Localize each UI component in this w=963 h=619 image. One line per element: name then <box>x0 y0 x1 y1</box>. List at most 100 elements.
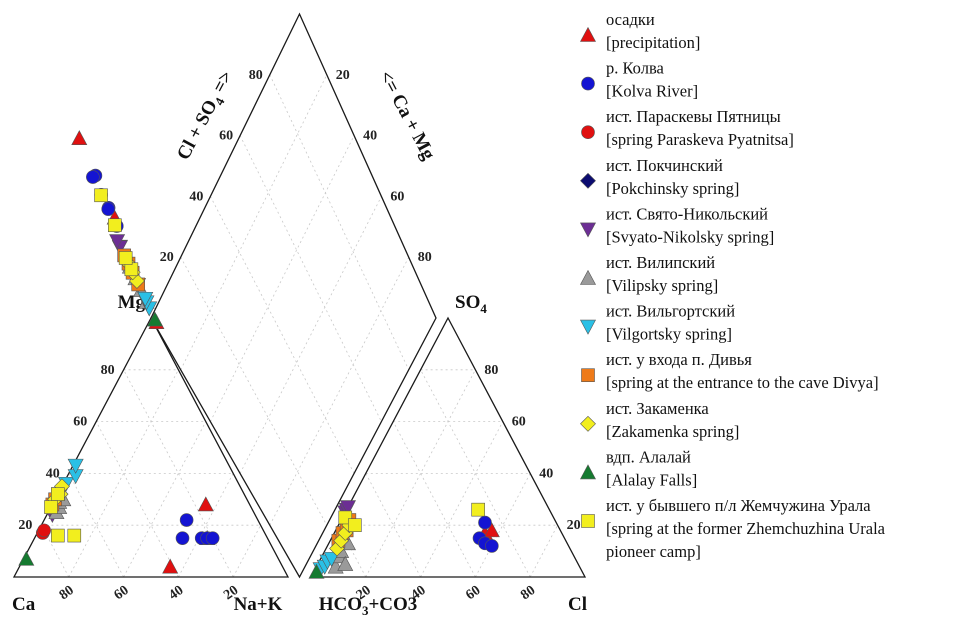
grid-line <box>232 525 261 578</box>
anion-right-tick: 40 <box>539 466 553 481</box>
diamond <box>150 12 437 579</box>
point-s11-diamond <box>118 251 133 265</box>
legend-label-en-s1: [precipitation] <box>606 33 700 52</box>
anion-bottom-tick: 80 <box>518 583 538 603</box>
grid-line <box>123 421 207 578</box>
diamond-axis-left: Cl + SO4 => <box>173 67 240 164</box>
cation-left-tick: 40 <box>46 466 60 481</box>
grid-line <box>420 421 504 578</box>
point-s7-anion <box>323 552 340 568</box>
legend-marker-s1 <box>579 26 597 42</box>
cation-bottom-tick: 80 <box>57 583 77 603</box>
diamond-axis-right: <= Ca + Mg <box>375 67 439 163</box>
legend-marker-s6 <box>579 269 597 285</box>
legend-label-ru-s5: ист. Свято-Никольский <box>606 204 768 223</box>
point-s11-anion <box>348 518 362 533</box>
cation-triangle <box>12 316 290 578</box>
point-s10-diamond <box>146 311 163 327</box>
legend-marker-s4 <box>580 172 596 189</box>
anion-right-tick: 60 <box>512 415 526 430</box>
diamond-left-tick: 20 <box>160 250 174 265</box>
point-s11-diamond <box>108 218 122 233</box>
legend-label-en-s11: [spring at the former Zhemchuzhina Urala <box>606 519 886 538</box>
point-s1-cation <box>162 558 179 574</box>
legend-label-ru-s2: р. Колва <box>606 59 665 78</box>
grid-line <box>210 135 355 422</box>
grid-line <box>269 74 410 370</box>
diamond-left-tick: 60 <box>219 129 233 144</box>
legend-label-en-s4: [Pokchinsky spring] <box>606 179 739 198</box>
point-s6-anion <box>337 555 354 571</box>
diamond-right-tick: 20 <box>336 68 350 83</box>
cation-left-tick: 60 <box>73 415 87 430</box>
corner-label-cl: Cl <box>568 594 587 615</box>
point-s10-cation <box>18 550 35 566</box>
anion-bottom-tick: 60 <box>463 583 483 603</box>
point-s11-cation <box>44 500 58 514</box>
legend-label-ru-s10: вдп. Алалай <box>606 447 691 466</box>
cation-left-tick: 80 <box>101 363 115 378</box>
point-s1-diamond <box>71 130 88 145</box>
grid-line <box>210 196 355 474</box>
diamond-left-tick: 80 <box>249 68 263 83</box>
grid-lines <box>41 74 558 578</box>
legend-marker-s7 <box>579 319 597 335</box>
point-s7-diamond <box>137 291 154 307</box>
grid-line <box>365 369 476 578</box>
diamond-right-tick: 40 <box>363 129 377 144</box>
diagram-frames <box>12 12 587 579</box>
point-s1-anion <box>483 522 500 538</box>
point-s11-diamond <box>94 188 108 203</box>
corner-label-mg: Mg <box>118 292 146 313</box>
legend-label-en-s10: [Alalay Falls] <box>606 470 697 489</box>
grid-line <box>123 369 234 578</box>
legend-label-en-s8: [spring at the entrance to the cave Divy… <box>606 373 879 392</box>
legend-label-en-s6: [Vilipsky spring] <box>606 276 718 295</box>
grid-line <box>392 421 476 578</box>
data-points <box>18 130 500 579</box>
legend-label-en-s3: [spring Paraskeva Pyatnitsa] <box>606 130 794 149</box>
grid-line <box>68 369 179 578</box>
point-s2-anion <box>485 539 499 553</box>
point-s2-cation <box>205 531 220 545</box>
point-s11-cation <box>51 528 65 543</box>
grid-line <box>239 135 382 422</box>
legend-label-ru-s6: ист. Вилипский <box>606 253 715 272</box>
legend-marker-s9 <box>580 415 596 432</box>
legend-label-ru-s9: ист. Закаменка <box>606 399 709 418</box>
legend-label-en2-s11: pioneer camp] <box>606 542 701 561</box>
cation-left-tick: 20 <box>18 518 32 533</box>
corner-label-na-k: Na+K <box>234 594 283 615</box>
legend-label-en-s7: [Vilgortsky spring] <box>606 325 732 344</box>
legend-label-ru-s4: ист. Покчинский <box>606 156 723 175</box>
grid-line <box>529 525 558 578</box>
cation-bottom-tick: 60 <box>112 583 132 603</box>
point-s2-diamond <box>101 202 116 216</box>
legend-marker-s2 <box>581 76 595 91</box>
legend: осадки [precipitation] р. Колва [Kolva Rive… <box>579 10 886 561</box>
point-s2-diamond <box>86 170 100 184</box>
legend-marker-s5 <box>579 222 597 238</box>
point-s2-cation <box>175 531 190 545</box>
point-s3-cation <box>37 523 51 538</box>
point-s2-cation <box>179 513 194 527</box>
axis-labels: Ca Mg Na+K HCO3+CO3 SO4 Cl Cl + SO4 => <= Ca + … <box>12 67 587 618</box>
point-s11-cation <box>67 528 82 543</box>
point-s5-diamond <box>109 234 126 250</box>
point-s2-anion <box>478 515 492 530</box>
point-s11-anion <box>471 502 485 517</box>
diamond-right-tick: 80 <box>418 250 432 265</box>
legend-label-en-s2: [Kolva River] <box>606 82 698 101</box>
point-s7-cation <box>67 458 84 474</box>
anion-right-tick: 80 <box>484 363 498 378</box>
anion-triangle <box>309 316 587 578</box>
legend-marker-s8 <box>581 368 595 383</box>
legend-label-ru-s3: ист. Параскевы Пятницы <box>606 107 781 126</box>
corner-label-hco3-co3: HCO3+CO3 <box>319 594 418 618</box>
legend-label-en-s9: [Zakamenka spring] <box>606 422 739 441</box>
legend-label-en-s5: [Svyato-Nikolsky spring] <box>606 227 774 246</box>
legend-label-ru-s1: осадки <box>606 10 655 29</box>
legend-marker-s10 <box>579 464 597 480</box>
